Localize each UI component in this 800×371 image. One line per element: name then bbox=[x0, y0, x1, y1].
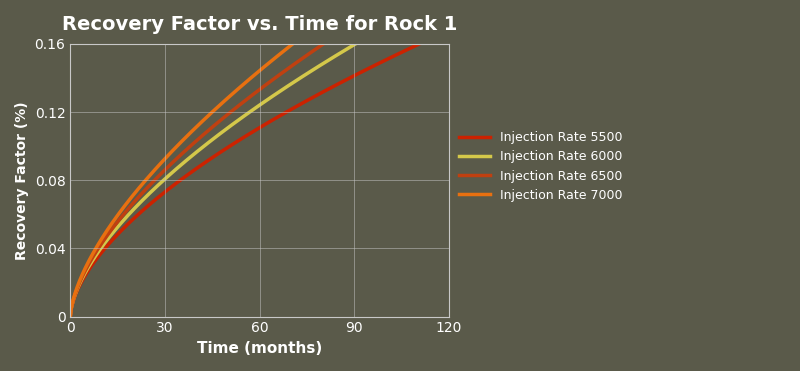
Line: Injection Rate 6500: Injection Rate 6500 bbox=[70, 0, 449, 316]
Injection Rate 5500 bbox=[202, 158, 212, 163]
Legend: Injection Rate 5500, Injection Rate 6000, Injection Rate 6500, Injection Rate 70: Injection Rate 5500, Injection Rate 6000… bbox=[459, 131, 622, 202]
Injection Rate 6000 bbox=[158, 178, 168, 183]
Injection Rate 7000 bbox=[158, 158, 168, 162]
X-axis label: Time (months): Time (months) bbox=[197, 341, 322, 356]
Line: Injection Rate 7000: Injection Rate 7000 bbox=[70, 0, 449, 316]
Injection Rate 5500 bbox=[378, 59, 388, 63]
Injection Rate 7000 bbox=[174, 141, 184, 146]
Injection Rate 6500 bbox=[66, 314, 75, 319]
Injection Rate 6500 bbox=[378, 3, 388, 7]
Y-axis label: Recovery Factor (%): Recovery Factor (%) bbox=[15, 101, 29, 260]
Injection Rate 7000 bbox=[309, 26, 318, 30]
Injection Rate 5500 bbox=[174, 178, 184, 183]
Injection Rate 5500 bbox=[158, 191, 168, 195]
Line: Injection Rate 6000: Injection Rate 6000 bbox=[70, 0, 449, 316]
Injection Rate 5500 bbox=[309, 95, 318, 99]
Line: Injection Rate 5500: Injection Rate 5500 bbox=[70, 30, 449, 316]
Injection Rate 6000 bbox=[309, 67, 318, 72]
Injection Rate 6000 bbox=[202, 141, 212, 145]
Injection Rate 6500 bbox=[309, 48, 318, 53]
Title: Recovery Factor vs. Time for Rock 1: Recovery Factor vs. Time for Rock 1 bbox=[62, 15, 458, 34]
Injection Rate 6000 bbox=[66, 314, 75, 319]
Injection Rate 5500 bbox=[314, 92, 323, 97]
Injection Rate 5500 bbox=[444, 28, 454, 33]
Injection Rate 6000 bbox=[378, 25, 388, 30]
Injection Rate 5500 bbox=[66, 314, 75, 319]
Injection Rate 7000 bbox=[202, 114, 212, 119]
Injection Rate 6500 bbox=[202, 129, 212, 133]
Injection Rate 6500 bbox=[314, 45, 323, 50]
Injection Rate 6500 bbox=[158, 169, 168, 173]
Injection Rate 7000 bbox=[314, 22, 323, 26]
Injection Rate 7000 bbox=[66, 314, 75, 319]
Injection Rate 6000 bbox=[174, 164, 184, 168]
Injection Rate 6500 bbox=[174, 154, 184, 158]
Injection Rate 6000 bbox=[314, 64, 323, 69]
